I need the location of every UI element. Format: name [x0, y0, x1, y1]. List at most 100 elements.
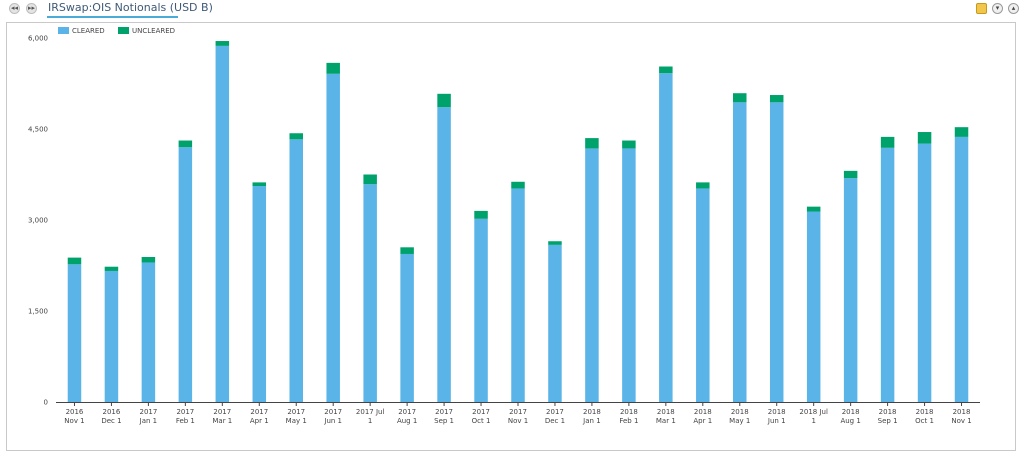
x-tick-label: 2017 [398, 408, 416, 416]
bar-cleared [769, 102, 784, 402]
bar-uncleared [843, 170, 858, 179]
x-tick-label: Mar 1 [656, 417, 676, 425]
y-tick-label: 1,500 [28, 308, 48, 316]
x-tick-label: 2016 [66, 408, 84, 416]
bar-cleared [178, 147, 193, 402]
bar-cleared [733, 102, 747, 402]
bar-cleared [511, 188, 525, 402]
x-tick-label: May 1 [729, 417, 750, 425]
y-tick-label: 3,000 [28, 217, 48, 225]
x-tick-label: 2017 [139, 408, 157, 416]
x-tick-label: 2018 [620, 408, 638, 416]
x-tick-label: Sep 1 [434, 417, 454, 425]
bar-cleared [880, 147, 895, 402]
bar-cleared [917, 143, 932, 402]
x-tick-label: Nov 1 [508, 417, 528, 425]
x-tick-label: 2018 [731, 408, 749, 416]
x-tick-label: 2018 [916, 408, 934, 416]
x-tick-label: 2017 [250, 408, 268, 416]
legend-swatch [58, 27, 69, 34]
bar-uncleared [548, 241, 562, 245]
bar-cleared [437, 107, 451, 402]
active-tab-indicator [47, 16, 178, 18]
x-tick-label: 2018 [694, 408, 712, 416]
x-tick-label: Jun 1 [767, 417, 786, 425]
x-tick-label: 2018 [583, 408, 601, 416]
bar-cleared [400, 253, 414, 402]
x-tick-label: Feb 1 [176, 417, 195, 425]
x-tick-label: Oct 1 [915, 417, 934, 425]
y-axis: 0 1,500 3,000 4,500 6,000 [28, 35, 48, 407]
bar-cleared [954, 136, 969, 403]
chart-panel [6, 22, 1016, 451]
bar-uncleared [437, 93, 451, 108]
bar-uncleared [511, 181, 525, 189]
bar-cleared [474, 218, 488, 402]
bar-uncleared [289, 133, 303, 140]
bar-cleared [215, 45, 230, 403]
bar-cleared [622, 148, 636, 402]
bars [67, 41, 969, 403]
expand-icon[interactable]: ▴ [1008, 3, 1019, 14]
bar-uncleared [733, 93, 747, 103]
bar-cleared [289, 139, 303, 402]
bar-uncleared [696, 182, 710, 189]
chart-tab-title[interactable]: IRSwap:OIS Notionals (USD B) [48, 1, 213, 14]
x-tick-label: Jun 1 [323, 417, 342, 425]
x-tick-label: 2017 [287, 408, 305, 416]
bar-uncleared [622, 140, 636, 149]
bar-cleared [326, 73, 340, 402]
y-tick-label: 0 [44, 399, 48, 407]
bar-uncleared [67, 257, 82, 265]
folder-star-icon[interactable] [976, 3, 987, 14]
collapse-icon[interactable]: ▾ [992, 3, 1003, 14]
bar-cleared [585, 148, 599, 402]
bar-uncleared [326, 62, 340, 74]
legend-label: CLEARED [72, 27, 105, 35]
bar-uncleared [769, 95, 784, 103]
bar-cleared [659, 73, 673, 402]
x-tick-label: Jan 1 [582, 417, 600, 425]
x-tick-label: 2018 Jul [799, 408, 828, 416]
x-tick-label: 2018 [879, 408, 897, 416]
bar-uncleared [954, 127, 969, 137]
x-tick-label: 2018 [953, 408, 971, 416]
bar-cleared [843, 178, 858, 402]
x-tick-label: 2017 [546, 408, 564, 416]
x-tick-label: Aug 1 [840, 417, 860, 425]
bar-uncleared [141, 257, 156, 263]
x-tick-label: 2018 [768, 408, 786, 416]
bar-uncleared [806, 206, 821, 212]
bar-cleared [141, 262, 156, 402]
bar-cleared [104, 270, 119, 402]
x-tick-label: Nov 1 [64, 417, 84, 425]
x-tick-label: Feb 1 [619, 417, 638, 425]
bar-cleared [696, 188, 710, 402]
x-tick-label: Dec 1 [545, 417, 565, 425]
x-tick-label: 1 [811, 417, 815, 425]
bar-cleared [363, 184, 377, 402]
bar-uncleared [215, 41, 230, 46]
legend: CLEARED UNCLEARED [58, 27, 175, 35]
x-tick-label: 2017 [176, 408, 194, 416]
y-tick-label: 6,000 [28, 35, 48, 43]
bar-uncleared [252, 182, 267, 187]
bar-uncleared [400, 247, 414, 254]
x-tick-label: 2017 [324, 408, 342, 416]
bar-uncleared [880, 136, 895, 148]
bar-uncleared [474, 210, 488, 219]
x-tick-label: Jan 1 [139, 417, 157, 425]
bar-uncleared [104, 266, 119, 271]
x-tick-label: Apr 1 [693, 417, 712, 425]
x-tick-label: Mar 1 [212, 417, 232, 425]
x-tick-label: 2017 [472, 408, 490, 416]
previous-button[interactable]: ◂◂ [9, 3, 20, 14]
x-tick-label: 2017 [509, 408, 527, 416]
y-tick-label: 4,500 [28, 126, 48, 134]
x-tick-label: Nov 1 [951, 417, 971, 425]
next-button[interactable]: ▸▸ [26, 3, 37, 14]
x-tick-label: Oct 1 [472, 417, 491, 425]
x-tick-label: 2017 [213, 408, 231, 416]
